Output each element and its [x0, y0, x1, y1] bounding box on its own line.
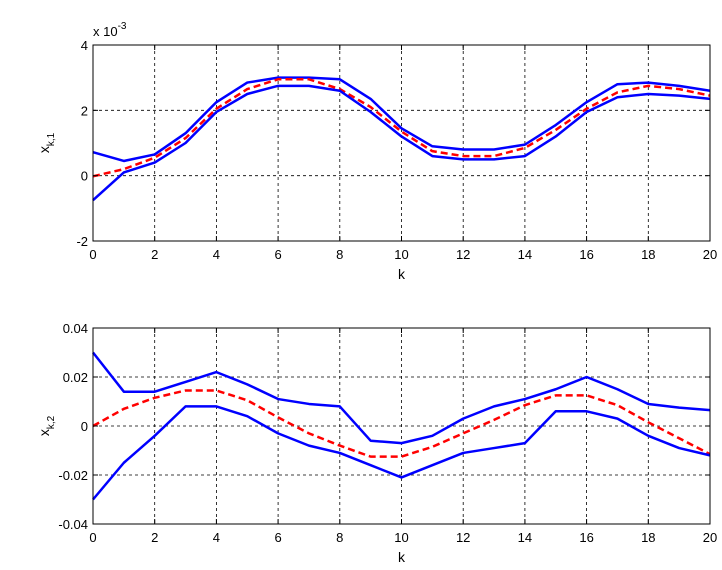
- x-tick-label: 16: [579, 530, 593, 545]
- y-tick-label: 2: [81, 103, 88, 118]
- exponent-label: x 10-3: [93, 21, 127, 39]
- series-line-estimate: [92, 78, 711, 178]
- x-tick-label: 20: [703, 247, 717, 262]
- x-tick-label: 6: [274, 247, 281, 262]
- x-axis-label: k: [398, 549, 406, 565]
- y-tick-label: -2: [76, 234, 88, 249]
- y-tick-label: 0: [81, 419, 88, 434]
- series-line-upper: [92, 351, 711, 445]
- y-tick-label: -0.04: [58, 517, 88, 532]
- series-line-upper: [92, 76, 711, 163]
- y-tick-label: 0: [81, 169, 88, 184]
- x-axis-label: k: [398, 266, 406, 282]
- x-tick-label: 14: [518, 530, 532, 545]
- y-axis-label-subscript: k,1: [46, 132, 57, 146]
- x-tick-label: 10: [394, 247, 408, 262]
- exponent-base: x 10: [93, 24, 118, 39]
- x-tick-label: 14: [518, 247, 532, 262]
- x-tick-label: 0: [89, 530, 96, 545]
- y-axis-label: xk,2: [36, 415, 57, 436]
- y-tick-label: -0.02: [58, 468, 88, 483]
- x-tick-label: 12: [456, 530, 470, 545]
- x-tick-label: 6: [274, 530, 281, 545]
- y-axis-label-main: x: [36, 429, 52, 436]
- y-tick-label: 0.02: [63, 370, 88, 385]
- exponent-power: -3: [118, 21, 127, 32]
- x-tick-label: 4: [213, 247, 220, 262]
- x-tick-label: 2: [151, 247, 158, 262]
- series-line-lower: [92, 405, 711, 501]
- x-tick-label: 18: [641, 247, 655, 262]
- x-tick-label: 8: [336, 530, 343, 545]
- y-axis-label-main: x: [36, 146, 52, 153]
- chart-bottom: 0 2 4 6 8 10 12 14 16 18 20 -0.04 -0.02 0 0.02 0.04 k xk,…: [36, 321, 717, 565]
- series-line-lower: [92, 84, 711, 202]
- y-tick-label: 0.04: [63, 321, 88, 336]
- x-tick-label: 0: [89, 247, 96, 262]
- y-axis-label: xk,1: [36, 132, 57, 153]
- series-line-estimate: [92, 389, 711, 458]
- y-tick-label: 4: [81, 38, 88, 53]
- x-tick-label: 10: [394, 530, 408, 545]
- y-axis-label-subscript: k,2: [46, 415, 57, 429]
- x-tick-label: 12: [456, 247, 470, 262]
- x-tick-label: 20: [703, 530, 717, 545]
- x-tick-label: 2: [151, 530, 158, 545]
- x-tick-label: 4: [213, 530, 220, 545]
- x-tick-label: 8: [336, 247, 343, 262]
- x-tick-label: 18: [641, 530, 655, 545]
- x-tick-label: 16: [579, 247, 593, 262]
